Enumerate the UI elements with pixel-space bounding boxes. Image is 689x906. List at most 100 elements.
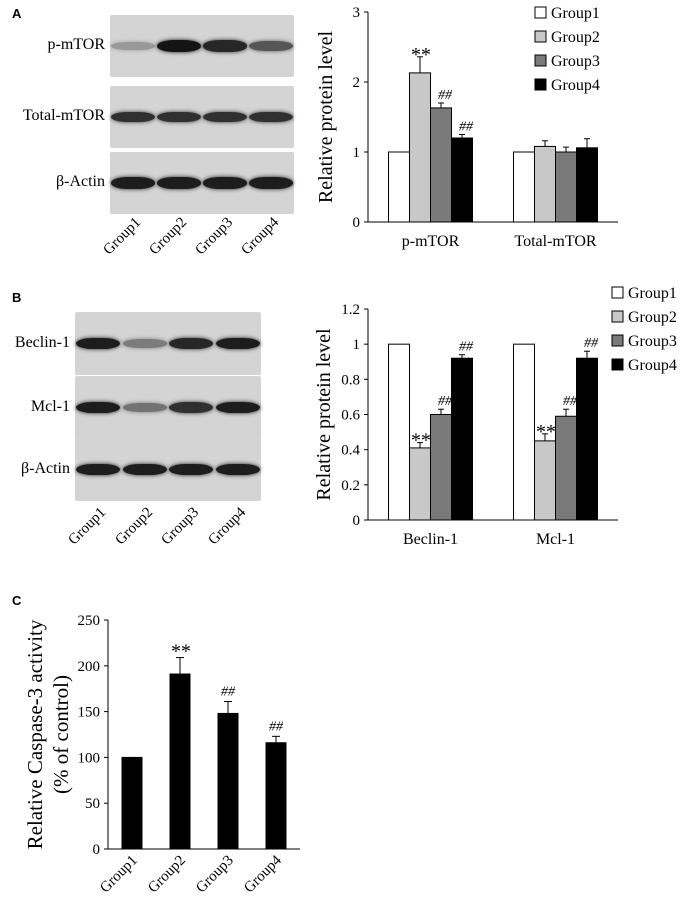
blot-band (111, 177, 155, 189)
panel-a-letter: A (12, 6, 22, 21)
significance-mark: ** (410, 430, 430, 452)
blot-row-label: β-Actin (20, 459, 70, 477)
lane-label: Group2 (146, 214, 191, 259)
blot-row-label: Beclin-1 (14, 333, 70, 351)
lane-label: Group4 (238, 214, 283, 259)
bar (451, 137, 473, 223)
blot-band (203, 40, 247, 52)
legend-swatch (534, 54, 547, 67)
panel-b-letter: B (12, 290, 22, 305)
y-tick-label: 200 (78, 659, 101, 675)
blot-band (249, 111, 293, 123)
blot-band (215, 337, 260, 350)
bar (169, 673, 191, 850)
blot-band (157, 111, 201, 123)
bar (555, 151, 577, 223)
bar (534, 440, 556, 521)
y-tick-label: 1 (353, 145, 361, 161)
bar (576, 357, 598, 521)
y-tick-label: 50 (85, 796, 100, 812)
legend-label: Group3 (551, 53, 600, 70)
lane-label: Group3 (158, 504, 203, 549)
bar (388, 151, 410, 223)
y-tick-label: 2 (353, 75, 361, 91)
significance-mark: ** (410, 44, 430, 66)
blot-band (157, 40, 201, 52)
y-tick-label: 0.4 (341, 443, 360, 459)
y-axis-label: (% of control) (49, 675, 73, 794)
y-tick-label: 0 (353, 215, 361, 231)
bar (430, 107, 452, 223)
legend-label: Group1 (628, 285, 677, 302)
legend-swatch (611, 334, 624, 347)
significance-mark: ## (459, 120, 474, 135)
blot-band (215, 463, 260, 476)
chart-b-protein-level: 0 0.2 0.4 0.6 0.8 1 1.2 Relative protein level B… (313, 285, 677, 548)
legend-label: Group1 (551, 5, 600, 22)
blot-band (249, 41, 293, 51)
bar (409, 72, 431, 223)
panel-c-letter: C (12, 593, 22, 608)
blot-band (76, 463, 121, 476)
y-tick-label: 0.8 (341, 372, 360, 388)
blot-band (76, 337, 121, 350)
bar (513, 343, 535, 521)
x-tick-label: Group1 (97, 853, 141, 897)
legend-swatch (611, 358, 624, 371)
bar (576, 147, 598, 223)
y-tick-label: 0.6 (341, 408, 360, 424)
significance-mark: ** (535, 421, 555, 443)
legend-label: Group4 (628, 357, 677, 374)
y-tick-label: 0 (93, 842, 101, 858)
significance-mark: ## (438, 88, 453, 103)
blot-band (157, 177, 201, 189)
y-axis-label: Relative protein level (315, 30, 337, 203)
legend-swatch (534, 6, 547, 19)
bar (217, 712, 239, 850)
y-tick-label: 150 (78, 705, 101, 721)
legend-swatch (611, 286, 624, 299)
lane-label: Group2 (112, 504, 157, 549)
significance-mark: ## (563, 394, 578, 409)
blot-band (122, 463, 167, 476)
bar (555, 415, 577, 521)
x-tick-label: Group4 (241, 852, 285, 896)
significance-mark: ## (221, 685, 236, 700)
blot-band (203, 111, 247, 123)
blot-band (111, 42, 155, 50)
blot-row-label: Total-mTOR (22, 107, 105, 124)
blot-band (169, 463, 214, 476)
y-tick-label: 100 (78, 750, 101, 766)
blot-band (169, 337, 214, 350)
x-tick-label: p-mTOR (402, 233, 460, 250)
blot-row-label: Mcl-1 (30, 397, 70, 415)
bar (265, 742, 287, 850)
y-tick-label: 0 (353, 513, 361, 529)
y-tick-label: 3 (353, 5, 361, 21)
y-tick-label: 1 (353, 337, 361, 353)
y-tick-label: 0.2 (341, 478, 360, 494)
significance-mark: ## (269, 719, 284, 734)
chart-a-protein-level: 0 1 2 3 Relative protein level p-mTOR Total-mT… (315, 5, 618, 250)
bar (388, 343, 410, 521)
blot-band (122, 403, 167, 412)
x-tick-label: Mcl-1 (536, 531, 575, 548)
legend-swatch (534, 30, 547, 43)
blot-band (169, 402, 214, 413)
legend-label: Group3 (628, 333, 677, 350)
significance-mark: ## (438, 394, 453, 409)
legend-label: Group2 (628, 309, 677, 326)
blot-band (111, 111, 155, 123)
bar (534, 145, 556, 223)
blot-row-label: p-mTOR (47, 36, 105, 53)
lane-label: Group1 (100, 214, 145, 259)
blot-row-label: β-Actin (55, 173, 105, 190)
significance-mark: ## (459, 340, 474, 355)
significance-mark: ## (584, 336, 599, 351)
x-tick-label: Beclin-1 (403, 531, 458, 548)
x-tick-label: Group3 (193, 853, 237, 897)
blot-band (122, 339, 167, 348)
legend-swatch (611, 310, 624, 323)
bar (513, 151, 535, 223)
blot-band (76, 401, 121, 414)
